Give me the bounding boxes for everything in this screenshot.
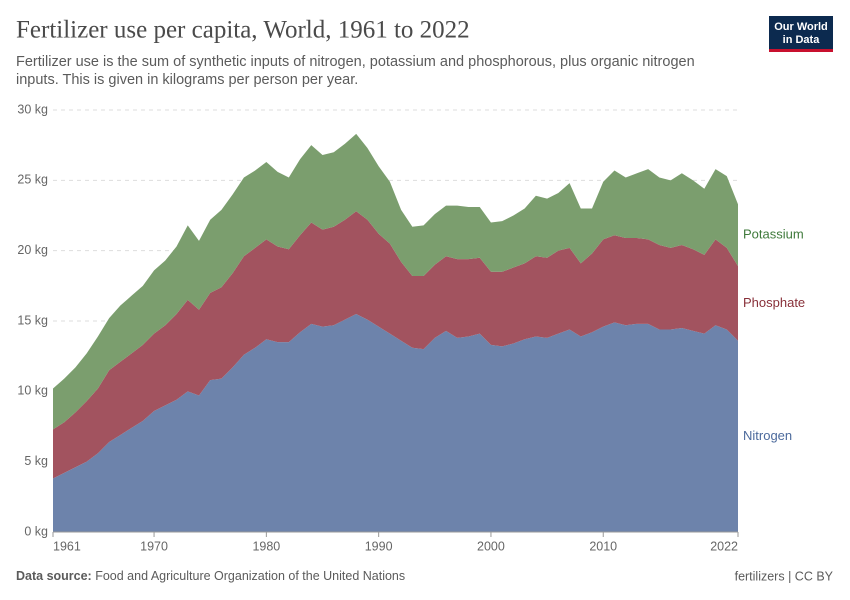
source: Data source: Food and Agriculture Organi… — [16, 569, 405, 583]
logo-box — [769, 16, 833, 52]
y-tick-label: 0 kg — [24, 524, 48, 538]
legend-label: Nitrogen — [743, 428, 792, 443]
x-tick-label: 2010 — [589, 539, 617, 553]
plot-area: 0 kg 5 kg 10 kg 15 kg 20 kg 25 kg 30 kg Nitroge… — [17, 102, 805, 553]
y-tick-label: 25 kg — [17, 173, 48, 187]
source-label: Data source: — [16, 569, 92, 583]
x-tick-label: 1961 — [53, 539, 81, 553]
subtitle: Fertilizer use is the sum of synthetic i… — [16, 54, 695, 70]
chart-title: Fertilizer use per capita, World, 1961 t… — [16, 17, 470, 44]
legend-label: Phosphate — [743, 295, 805, 310]
y-tick-label: 5 kg — [24, 454, 48, 468]
x-tick-label: 1990 — [365, 539, 393, 553]
y-tick-label: 30 kg — [17, 102, 48, 116]
x-tick-label: 2022 — [710, 539, 738, 553]
logo-text: in Data — [783, 34, 821, 46]
x-tick-label: 2000 — [477, 539, 505, 553]
x-tick-label: 1970 — [140, 539, 168, 553]
license: fertilizers | CC BY — [735, 569, 834, 583]
x-tick-label: 1980 — [252, 539, 280, 553]
y-tick-label: 10 kg — [17, 384, 48, 398]
y-tick-label: 20 kg — [17, 243, 48, 257]
subtitle: inputs. This is given in kilograms per p… — [16, 72, 358, 88]
logo-text: Our World — [774, 21, 828, 33]
logo[interactable]: Our World in Data — [769, 16, 833, 52]
logo-stripe — [769, 49, 833, 52]
y-tick-label: 15 kg — [17, 313, 48, 327]
area — [53, 211, 738, 479]
legend-label: Potassium — [743, 227, 804, 242]
area — [53, 133, 738, 430]
area — [53, 313, 738, 532]
source-text: Food and Agriculture Organization of the… — [95, 569, 405, 583]
